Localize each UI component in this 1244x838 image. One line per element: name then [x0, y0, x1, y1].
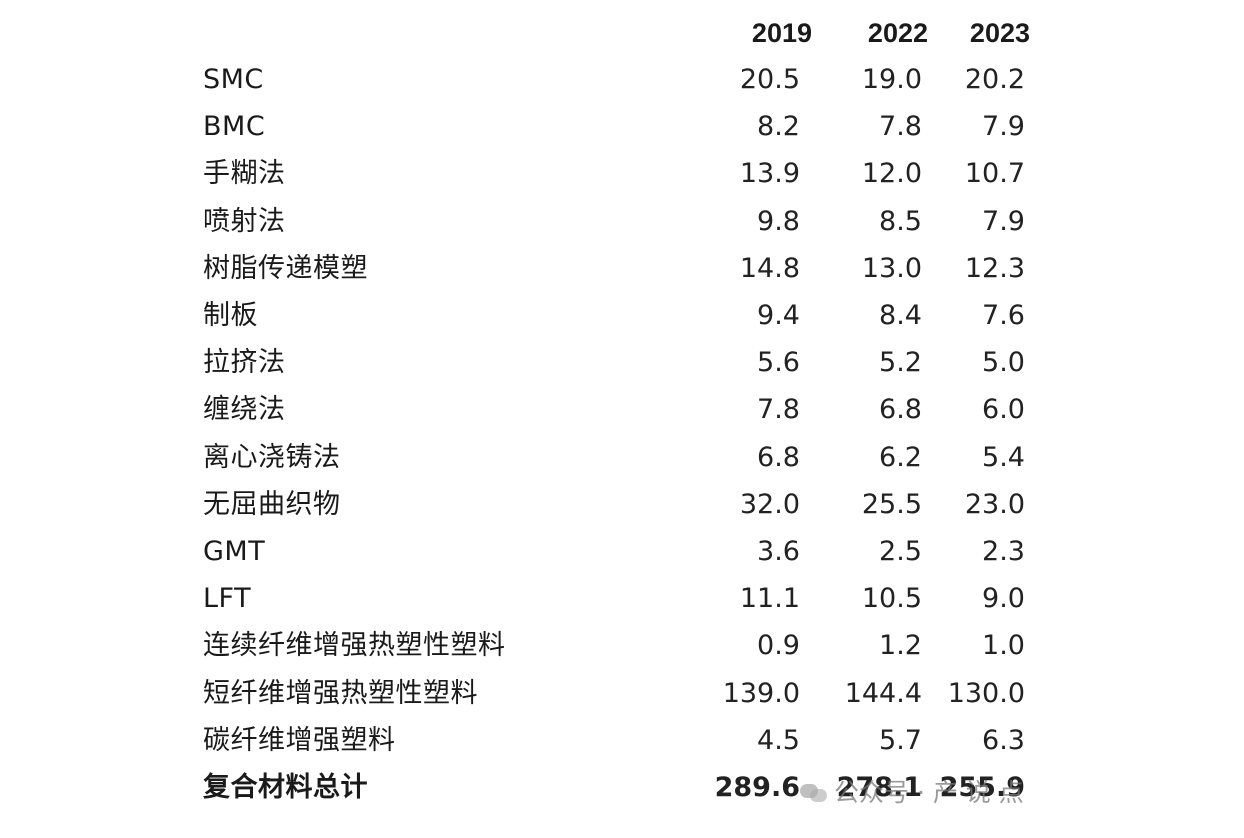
value-2022: 8.5: [879, 205, 922, 237]
value-2019: 0.9: [757, 630, 800, 662]
value-2022: 1.2: [879, 630, 922, 662]
value-2022: 13.0: [861, 252, 922, 284]
total-2023: 255.9: [939, 772, 1025, 803]
value-2019: 14.8: [739, 252, 800, 284]
table-row: 无屈曲织物 32.0 25.5 23.0: [0, 485, 1244, 525]
value-2023: 12.3: [964, 252, 1025, 284]
row-label: 无屈曲织物: [203, 488, 341, 520]
value-2023: 23.0: [964, 488, 1025, 520]
value-2022: 25.5: [861, 488, 922, 520]
value-2019: 3.6: [757, 536, 800, 567]
header-year-2022: 2022: [867, 18, 928, 48]
table-row: 拉挤法 5.6 5.2 5.0: [0, 343, 1244, 383]
table-row: 手糊法 13.9 12.0 10.7: [0, 154, 1244, 194]
table-row: 缠绕法 7.8 6.8 6.0: [0, 390, 1244, 430]
value-2022: 10.5: [861, 583, 922, 615]
row-label: 喷射法: [203, 205, 286, 237]
total-label: 复合材料总计: [203, 772, 368, 803]
value-2023: 5.4: [982, 441, 1025, 473]
table-total-row: 复合材料总计 289.6 278.1 255.9: [0, 768, 1244, 808]
total-2019: 289.6: [714, 772, 800, 803]
table-row: BMC 8.2 7.8 7.9: [0, 107, 1244, 147]
value-2019: 20.5: [739, 64, 800, 95]
table-row: 连续纤维增强热塑性塑料 0.9 1.2 1.0: [0, 626, 1244, 666]
table-row: 喷射法 9.8 8.5 7.9: [0, 202, 1244, 242]
value-2023: 10.7: [964, 158, 1025, 190]
value-2022: 7.8: [879, 111, 922, 143]
row-label: 手糊法: [203, 158, 286, 190]
value-2019: 9.4: [757, 300, 800, 331]
value-2019: 4.5: [757, 724, 800, 756]
row-label: LFT: [203, 583, 252, 615]
value-2019: 8.2: [757, 111, 800, 143]
value-2019: 13.9: [739, 158, 800, 190]
row-label: GMT: [203, 536, 266, 567]
value-2019: 6.8: [757, 441, 800, 473]
value-2022: 6.2: [879, 441, 922, 473]
value-2023: 6.0: [982, 394, 1025, 426]
watermark: 公众号 · 产 说 点: [800, 773, 1024, 813]
value-2019: 7.8: [757, 394, 800, 426]
value-2022: 6.8: [879, 394, 922, 426]
value-2023: 7.9: [982, 205, 1025, 237]
value-2019: 9.8: [757, 205, 800, 237]
table-row: 制板 9.4 8.4 7.6: [0, 296, 1244, 336]
value-2019: 5.6: [757, 347, 800, 379]
row-label: 拉挤法: [203, 347, 286, 379]
value-2019: 32.0: [739, 488, 800, 520]
row-label: 连续纤维增强热塑性塑料: [203, 630, 506, 662]
value-2019: 139.0: [722, 677, 800, 709]
row-label: 短纤维增强热塑性塑料: [203, 677, 478, 709]
table-row: LFT 11.1 10.5 9.0: [0, 579, 1244, 619]
value-2023: 7.9: [982, 111, 1025, 143]
value-2023: 6.3: [982, 724, 1025, 756]
value-2019: 11.1: [739, 583, 800, 615]
row-label: 离心浇铸法: [203, 441, 341, 473]
table-row: 树脂传递模塑 14.8 13.0 12.3: [0, 249, 1244, 289]
row-label: BMC: [203, 111, 266, 143]
table-row: 离心浇铸法 6.8 6.2 5.4: [0, 438, 1244, 478]
table-row: 碳纤维增强塑料 4.5 5.7 6.3: [0, 721, 1244, 761]
wechat-icon: [800, 782, 828, 804]
value-2022: 19.0: [861, 64, 922, 95]
table-row: 短纤维增强热塑性塑料 139.0 144.4 130.0: [0, 674, 1244, 714]
value-2023: 1.0: [982, 630, 1025, 662]
value-2022: 5.7: [879, 724, 922, 756]
header-year-2023: 2023: [969, 18, 1030, 48]
row-label: 缠绕法: [203, 394, 286, 426]
value-2022: 12.0: [861, 158, 922, 190]
table-row: GMT 3.6 2.5 2.3: [0, 532, 1244, 572]
table-row: SMC 20.5 19.0 20.2: [0, 60, 1244, 100]
value-2022: 2.5: [879, 536, 922, 567]
row-label: SMC: [203, 64, 264, 95]
row-label: 制板: [203, 300, 258, 331]
value-2023: 9.0: [982, 583, 1025, 615]
value-2023: 5.0: [982, 347, 1025, 379]
value-2023: 130.0: [947, 677, 1025, 709]
row-label: 碳纤维增强塑料: [203, 724, 396, 756]
value-2023: 7.6: [982, 300, 1025, 331]
watermark-text: 公众号 · 产 说 点: [834, 778, 1024, 807]
total-2022: 278.1: [836, 772, 922, 803]
value-2022: 144.4: [844, 677, 922, 709]
value-2022: 8.4: [879, 300, 922, 331]
row-label: 树脂传递模塑: [203, 252, 368, 284]
table-header-row: 2019 2022 2023: [0, 13, 1244, 53]
value-2023: 20.2: [964, 64, 1025, 95]
header-year-2019: 2019: [751, 18, 812, 48]
value-2023: 2.3: [982, 536, 1025, 567]
value-2022: 5.2: [879, 347, 922, 379]
